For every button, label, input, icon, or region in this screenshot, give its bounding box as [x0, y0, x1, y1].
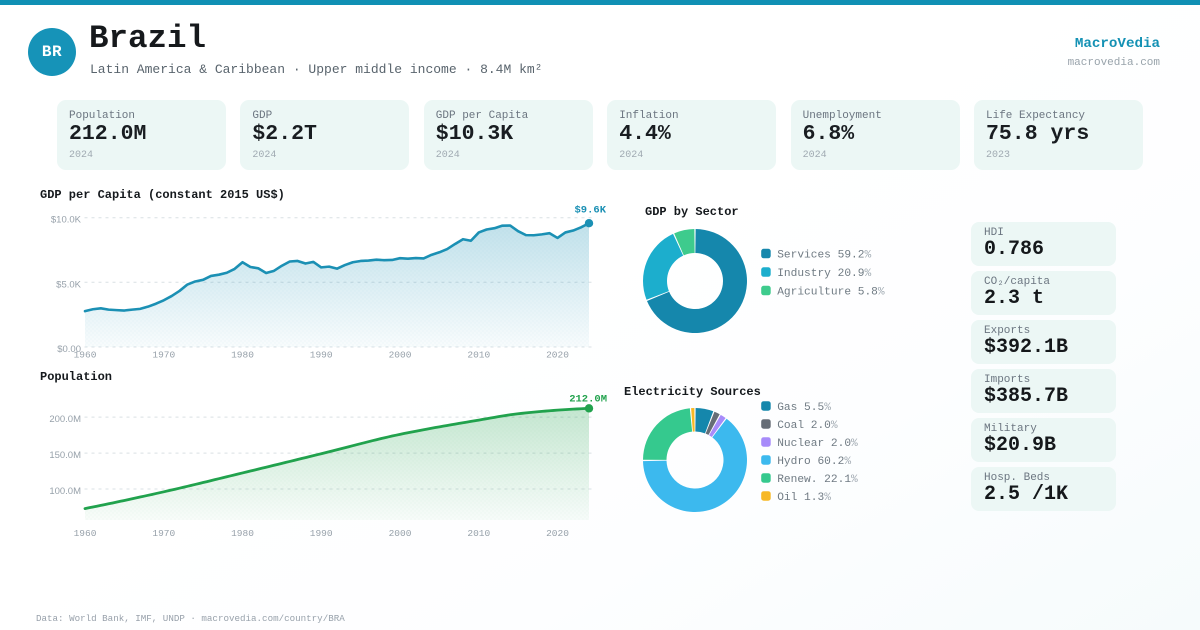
svg-text:1990: 1990	[310, 350, 333, 361]
svg-text:Industry 20.9%: Industry 20.9%	[777, 268, 871, 280]
svg-text:1960: 1960	[74, 528, 97, 539]
svg-text:Coal 2.0%: Coal 2.0%	[777, 420, 838, 432]
svg-text:1970: 1970	[152, 528, 175, 539]
svg-text:2000: 2000	[389, 528, 412, 539]
svg-text:Oil 1.3%: Oil 1.3%	[777, 492, 831, 504]
svg-text:1990: 1990	[310, 528, 333, 539]
svg-text:1980: 1980	[231, 528, 254, 539]
svg-text:$0.00: $0.00	[57, 344, 81, 355]
svg-text:2020: 2020	[546, 528, 569, 539]
svg-text:150.0M: 150.0M	[49, 450, 81, 461]
svg-text:$5.0K: $5.0K	[56, 279, 81, 290]
svg-text:200.0M: 200.0M	[49, 414, 81, 425]
svg-text:1970: 1970	[152, 350, 175, 361]
svg-text:212.0M: 212.0M	[569, 394, 607, 406]
svg-text:Hydro 60.2%: Hydro 60.2%	[777, 456, 851, 468]
svg-text:Nuclear 2.0%: Nuclear 2.0%	[777, 438, 858, 450]
svg-text:Services 59.2%: Services 59.2%	[777, 250, 871, 262]
svg-text:2010: 2010	[467, 528, 490, 539]
svg-text:Gas 5.5%: Gas 5.5%	[777, 402, 831, 414]
svg-text:1960: 1960	[74, 350, 97, 361]
svg-text:1980: 1980	[231, 350, 254, 361]
svg-text:2000: 2000	[389, 350, 412, 361]
svg-text:Renew. 22.1%: Renew. 22.1%	[777, 474, 858, 486]
svg-text:$9.6K: $9.6K	[574, 205, 606, 217]
svg-text:2010: 2010	[467, 350, 490, 361]
svg-text:$10.0K: $10.0K	[51, 215, 82, 226]
svg-text:100.0M: 100.0M	[49, 486, 81, 497]
svg-text:2020: 2020	[546, 350, 569, 361]
svg-text:Agriculture 5.8%: Agriculture 5.8%	[777, 287, 885, 299]
